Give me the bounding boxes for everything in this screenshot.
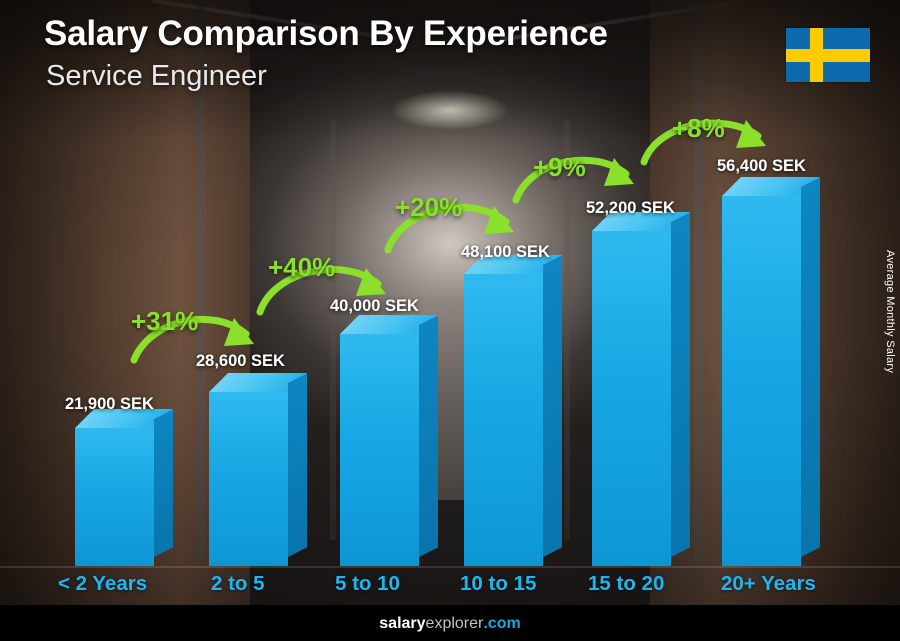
bar-value-2: 40,000 SEK	[330, 297, 419, 315]
bar-side-face	[154, 409, 173, 557]
growth-label-3: +9%	[533, 152, 586, 182]
growth-label-0: +31%	[131, 306, 199, 336]
bar-front-face	[464, 274, 543, 566]
page-subtitle: Service Engineer	[46, 60, 267, 92]
bar-side-face	[543, 255, 562, 557]
bar-front-face	[592, 231, 671, 566]
bar-2	[340, 315, 438, 566]
x-axis-label-1: 2 to 5	[211, 572, 265, 595]
growth-arrow-4	[640, 119, 766, 166]
baseline	[0, 566, 900, 568]
bar-value-1: 28,600 SEK	[196, 352, 285, 370]
page-title: Salary Comparison By Experience	[44, 14, 608, 53]
bar-value-3: 48,100 SEK	[461, 243, 550, 261]
brand-explorer: explorer	[425, 615, 484, 632]
growth-label-4: +8%	[672, 113, 725, 143]
bar-side-face	[419, 315, 438, 557]
growth-label-1: +40%	[268, 252, 336, 282]
brand-salary: salary	[379, 615, 426, 632]
bar-side-face	[288, 373, 307, 557]
bar-0	[75, 409, 173, 566]
x-axis-label-5: 20+ Years	[721, 572, 816, 595]
bar-1	[209, 373, 307, 566]
x-axis-label-2: 5 to 10	[335, 572, 400, 595]
growth-arrow-3	[512, 156, 634, 204]
bar-4	[592, 212, 690, 566]
bar-5	[722, 177, 820, 566]
growth-label-2: +20%	[395, 192, 463, 222]
footer-brand[interactable]: salaryexplorer.com	[0, 615, 900, 633]
y-axis-label: Average Monthly Salary	[884, 250, 896, 374]
footer-bar	[0, 605, 900, 641]
x-axis-label-4: 15 to 20	[588, 572, 665, 595]
brand-tld: .com	[483, 615, 521, 632]
bar-value-0: 21,900 SEK	[65, 395, 154, 413]
bar-3	[464, 255, 562, 566]
bar-front-face	[209, 392, 288, 566]
x-axis-label-3: 10 to 15	[460, 572, 537, 595]
bar-front-face	[340, 334, 419, 566]
flag-vertical-bar	[810, 28, 823, 82]
flag-horizontal-bar	[786, 49, 870, 62]
bar-front-face	[722, 196, 801, 566]
bar-side-face	[801, 177, 820, 557]
growth-arrow-2	[384, 204, 514, 254]
growth-arrow-0	[130, 315, 254, 364]
bar-side-face	[671, 212, 690, 557]
growth-arrow-1	[256, 266, 386, 316]
sweden-flag-icon	[786, 28, 870, 82]
bar-value-5: 56,400 SEK	[717, 157, 806, 175]
bar-value-4: 52,200 SEK	[586, 199, 675, 217]
bar-front-face	[75, 428, 154, 566]
x-axis-label-0: < 2 Years	[58, 572, 148, 595]
